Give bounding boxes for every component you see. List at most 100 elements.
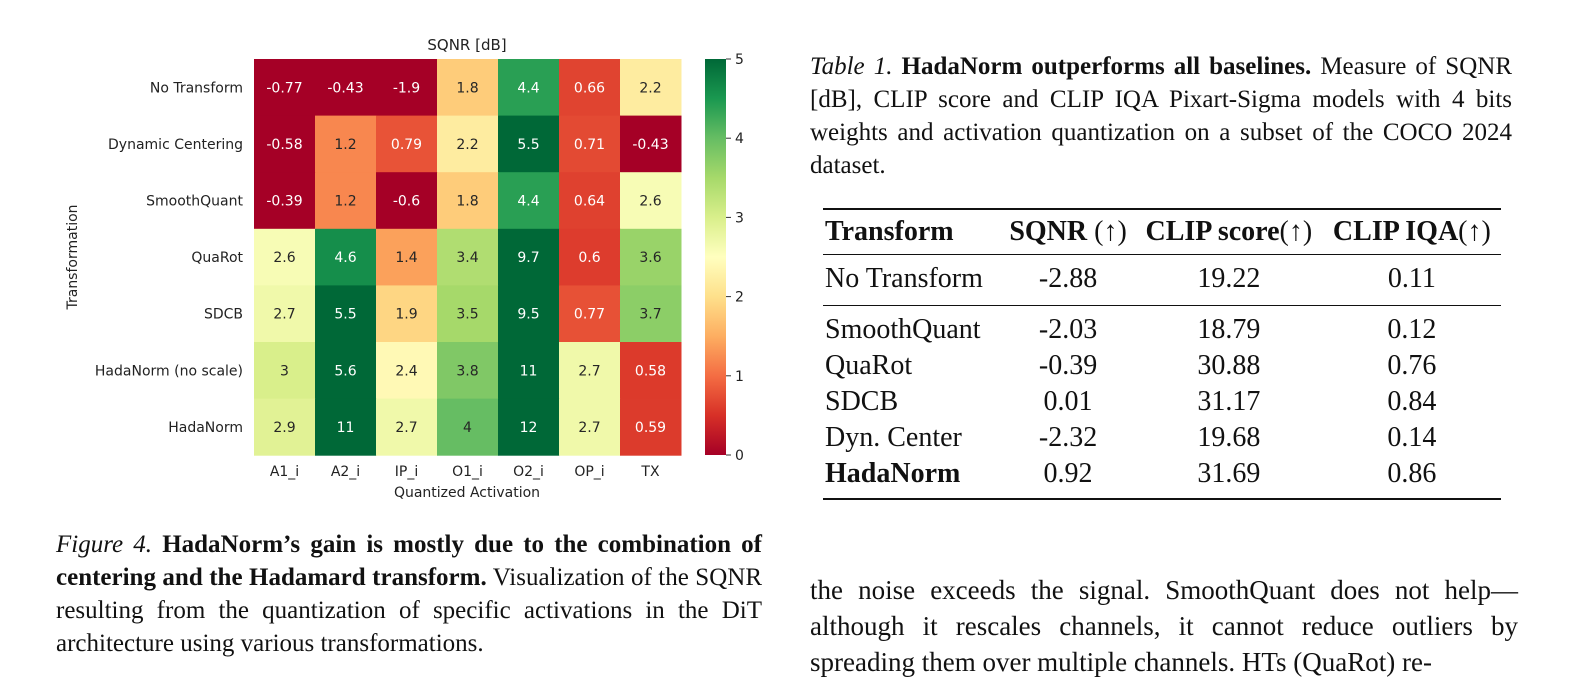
heatmap-cell-label: 0.58 <box>635 363 666 379</box>
table-cell: -2.03 <box>1038 314 1098 345</box>
heatmap-cell <box>376 115 438 173</box>
heatmap-cell <box>376 59 438 117</box>
table-cell: 0.11 <box>1387 263 1436 294</box>
heatmap-cell-label: -1.9 <box>393 80 420 96</box>
table-row: SDCB 0.01 31.17 0.84 <box>823 384 1501 420</box>
heatmap-cell <box>620 285 682 343</box>
heatmap-cell-label: -0.77 <box>266 80 302 96</box>
heatmap-cell-label: 3 <box>280 363 289 379</box>
table-row: SmoothQuant -2.03 18.79 0.12 <box>823 305 1501 349</box>
heatmap-cell-label: 11 <box>520 363 538 379</box>
heatmap-cell <box>620 115 682 173</box>
heatmap-cell <box>254 172 316 230</box>
heatmap-cell-label: 0.77 <box>574 307 605 323</box>
heatmap-cell-label: 2.7 <box>578 420 600 436</box>
heatmap-cell-label: 4.4 <box>517 80 539 96</box>
heatmap-cell <box>620 172 682 230</box>
heatmap-cell-label: -0.39 <box>266 194 302 210</box>
table-cell: HadaNorm <box>825 458 961 489</box>
table-caption-label: Table 1. <box>810 53 893 80</box>
heatmap-cell <box>498 342 560 400</box>
x-tick-labels: A1_i A2_i IP_i O1_i O2_i OP_i TX <box>270 464 660 480</box>
heatmap-cell <box>254 228 316 286</box>
heatmap-cell <box>620 228 682 286</box>
heatmap-cell <box>254 285 316 343</box>
heatmap-cell <box>254 342 316 400</box>
heatmap-cell <box>254 59 316 117</box>
heatmap-cell <box>437 115 499 173</box>
heatmap-cell-label: 1.8 <box>456 194 478 210</box>
table-cell: 0.14 <box>1387 422 1437 453</box>
heatmap-cell <box>559 172 621 230</box>
table-header-row: Transform SQNR (↑) CLIP score(↑) CLIP IQ… <box>823 209 1501 255</box>
header-sqnr: SQNR (↑) <box>1009 216 1127 247</box>
table-cell: 31.17 <box>1197 386 1261 417</box>
heatmap-cell <box>254 115 316 173</box>
heatmap-cell <box>498 285 560 343</box>
heatmap-cell-label: 1.4 <box>395 250 417 266</box>
x-axis-label: Quantized Activation <box>394 485 540 501</box>
heatmap-cell <box>559 59 621 117</box>
x-tick-label: O1_i <box>452 464 483 480</box>
heatmap-cell <box>498 398 560 456</box>
heatmap-cell-label: -0.58 <box>266 137 302 153</box>
heatmap-cell-label: 3.4 <box>456 250 478 266</box>
heatmap-cell-label: 4.6 <box>334 250 356 266</box>
table-cell: -2.32 <box>1038 422 1098 453</box>
heatmap-cell <box>437 342 499 400</box>
heatmap-cell-label: 2.9 <box>273 420 295 436</box>
heatmap-cell <box>376 228 438 286</box>
table-cell: No Transform <box>825 263 983 294</box>
heatmap-cell <box>315 342 377 400</box>
table-cell: 0.86 <box>1387 458 1437 489</box>
y-tick-label: HadaNorm <box>168 420 243 436</box>
header-clip-score: CLIP score(↑) <box>1145 216 1313 247</box>
sqnr-heatmap-figure: SQNR [dB] -0.77 -0.43 -1.9 1.8 4.4 0.66 2.2-0.… <box>65 36 744 501</box>
colorbar-tick-label: 3 <box>735 210 744 226</box>
heatmap-cell-label: 2.2 <box>456 137 478 153</box>
heatmap-cell-label: 0.6 <box>578 250 600 266</box>
heatmap-cell <box>254 398 316 456</box>
table-cell: 18.79 <box>1197 314 1261 345</box>
y-tick-label: Dynamic Centering <box>108 137 243 153</box>
heatmap-cell <box>498 59 560 117</box>
figure-caption-label: Figure 4. <box>56 531 153 558</box>
table-cell: 31.69 <box>1197 458 1261 489</box>
heatmap-cell-label: 3.8 <box>456 363 478 379</box>
heatmap-cell-label: 4 <box>463 420 472 436</box>
heatmap-cell-label: 3.5 <box>456 307 478 323</box>
table-cell: -2.88 <box>1038 263 1098 294</box>
figure-caption: Figure 4. HadaNorm’s gain is mostly due … <box>56 528 762 660</box>
heatmap-cell-label: 4.4 <box>517 194 539 210</box>
y-tick-label: No Transform <box>150 80 243 96</box>
heatmap-cell-label: 1.8 <box>456 80 478 96</box>
heatmap-cell <box>437 59 499 117</box>
table-cell: 19.22 <box>1197 263 1261 294</box>
heatmap-cell-label: 2.6 <box>639 194 661 210</box>
heatmap-cell-label: 0.66 <box>574 80 605 96</box>
x-tick-label: IP_i <box>395 464 418 480</box>
table-cell: -0.39 <box>1038 350 1098 381</box>
table-cell: SmoothQuant <box>825 314 981 345</box>
colorbar-tick-label: 2 <box>735 290 744 306</box>
heatmap-cell-label: 9.5 <box>517 307 539 323</box>
x-tick-label: OP_i <box>574 464 604 480</box>
heatmap-cell-label: 2.7 <box>273 307 295 323</box>
heatmap-cell-label: 5.6 <box>334 363 356 379</box>
heatmap-cell <box>498 228 560 286</box>
heatmap-cell-label: -0.43 <box>327 80 363 96</box>
y-tick-label: SDCB <box>204 307 243 323</box>
heatmap-cell <box>376 285 438 343</box>
header-clip-iqa: CLIP IQA(↑) <box>1332 216 1491 247</box>
table-cell: 30.88 <box>1197 350 1261 381</box>
heatmap-cell-label: 2.2 <box>639 80 661 96</box>
heatmap-cell-label: 12 <box>520 420 538 436</box>
colorbar-tick-label: 0 <box>735 448 744 464</box>
table-caption-text: Measure of SQNR [dB], CLIP score and CLI… <box>810 53 1512 179</box>
figure-caption-text: Visualization of the SQNR resulting from… <box>56 564 762 657</box>
colorbar-tick-label: 1 <box>735 369 744 385</box>
heatmap-cell-label: 0.79 <box>391 137 422 153</box>
table-row: Dyn. Center -2.32 19.68 0.14 <box>823 420 1501 456</box>
heatmap-cell <box>376 172 438 230</box>
results-table: Transform SQNR (↑) CLIP score(↑) CLIP IQ… <box>823 208 1501 500</box>
